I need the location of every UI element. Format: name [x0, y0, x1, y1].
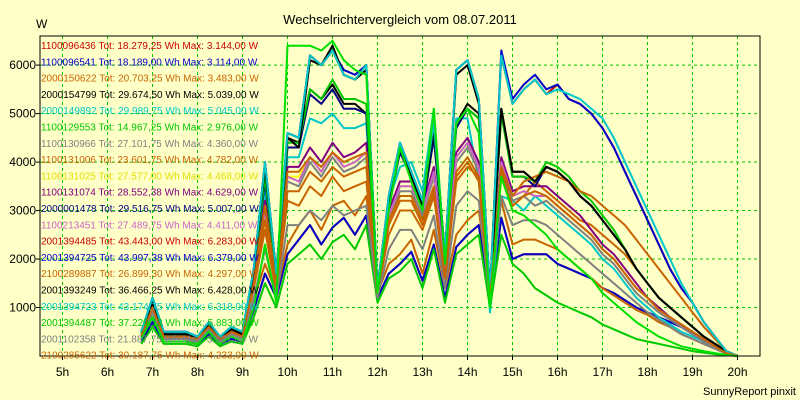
series-line-20 [140, 39, 738, 357]
y-tick-label-2: 3000 [9, 204, 36, 218]
y-tick-label-4: 5000 [9, 107, 36, 121]
x-tick-label-14: 19h [682, 365, 702, 379]
x-tick-label-6: 11h [323, 365, 342, 379]
legend-stats: Tot: 21.887,75 Wh Max: 3.927,00 W [96, 334, 259, 345]
legend-serial: 2000001478 [41, 204, 97, 215]
legend-stats: Tot: 20.703,25 Wh Max: 3.483,00 W [97, 74, 260, 85]
legend-stats: Tot: 37.229,13 Wh Max: 5.883,00 W [97, 318, 260, 329]
legend-serial: 2001394487 [41, 318, 97, 329]
legend-entry-5: 1100129553 Tot: 14.967,25 Wh Max: 2.976,… [41, 123, 259, 134]
legend-serial: 1100131025 [41, 171, 96, 182]
series-line-15 [140, 190, 738, 357]
legend-serial: 2000150622 [41, 74, 97, 85]
legend-entry-15: 2001393249 Tot: 36.466,25 Wh Max: 6.428,… [41, 286, 259, 297]
legend-serial: 1100213451 [41, 220, 96, 231]
x-tick-label-15: 20h [727, 365, 747, 379]
y-tick-label-0: 1000 [9, 301, 36, 315]
legend-serial: 2001393249 [41, 286, 97, 297]
legend-entry-8: 1100131025 Tot: 27.577,00 Wh Max: 4.468,… [41, 171, 259, 182]
legend-serial: 1100096541 [41, 57, 96, 68]
legend-stats: Tot: 43.443,00 Wh Max: 6.283,00 W [97, 237, 260, 248]
series-line-5 [140, 224, 738, 357]
legend-serial: 2000154799 [41, 90, 97, 101]
chart-title: Wechselrichtervergleich vom 08.07.2011 [283, 12, 517, 27]
legend-stats: Tot: 26.899,30 Wh Max: 4.297,00 W [97, 269, 260, 280]
series-line-19 [140, 161, 738, 357]
legend-serial: 2001394723 [41, 302, 97, 313]
y-axis-label: W [36, 17, 48, 31]
legend-stats: Tot: 29.989,75 Wh Max: 5.045,00 W [97, 106, 260, 117]
legend-serial: 2001394725 [41, 253, 97, 264]
legend-stats: Tot: 43.174,75 Wh Max: 6.318,00 W [97, 302, 260, 313]
x-tick-label-3: 8h [191, 365, 204, 379]
legend-entry-2: 2000150622 Tot: 20.703,25 Wh Max: 3.483,… [41, 74, 259, 85]
legend: 1100096436 Tot: 18.279,25 Wh Max: 3.144,… [41, 41, 259, 362]
legend-serial: 1100096436 [41, 41, 96, 52]
series-lines [140, 39, 738, 357]
x-tick-label-2: 7h [146, 365, 159, 379]
legend-stats: Tot: 14.967,25 Wh Max: 2.976,00 W [96, 123, 259, 134]
legend-entry-16: 2001394723 Tot: 43.174,75 Wh Max: 6.318,… [41, 302, 259, 313]
legend-entry-0: 1100096436 Tot: 18.279,25 Wh Max: 3.144,… [41, 41, 259, 52]
legend-stats: Tot: 30.187,75 Wh Max: 4.233,00 W [97, 351, 260, 362]
legend-stats: Tot: 27.577,00 Wh Max: 4.468,00 W [96, 171, 259, 182]
x-tick-label-13: 18h [637, 365, 657, 379]
x-tick-label-12: 17h [592, 365, 612, 379]
legend-stats: Tot: 43.997,38 Wh Max: 6.379,00 W [97, 253, 260, 264]
legend-entry-13: 2001394725 Tot: 43.997,38 Wh Max: 6.379,… [41, 253, 259, 264]
legend-serial: 1100129553 [41, 123, 96, 134]
legend-stats: Tot: 28.552,38 Wh Max: 4.629,00 W [96, 188, 259, 199]
legend-stats: Tot: 23.601,75 Wh Max: 4.782,00 W [96, 155, 259, 166]
legend-entry-12: 2001394485 Tot: 43.443,00 Wh Max: 6.283,… [41, 237, 259, 248]
plot-frame [39, 35, 761, 357]
legend-entry-17: 2001394487 Tot: 37.229,13 Wh Max: 5.883,… [41, 318, 259, 329]
legend-stats: Tot: 29.674,50 Wh Max: 5.039,00 W [97, 90, 260, 101]
legend-serial: 2100289887 [41, 269, 97, 280]
y-tick-labels: 1000 2000 3000 4000 5000 6000 [9, 58, 36, 314]
y-tick-label-1: 2000 [9, 252, 36, 266]
x-tick-label-1: 6h [101, 365, 114, 379]
legend-serial: 1100131074 [41, 188, 96, 199]
x-tick-label-5: 10h [277, 365, 297, 379]
x-tick-label-9: 14h [457, 365, 477, 379]
legend-entry-6: 1100130966 Tot: 27.101,75 Wh Max: 4.360,… [41, 139, 259, 150]
axes [36, 35, 761, 360]
x-tick-label-0: 5h [56, 365, 69, 379]
legend-entry-18: 2001102358 Tot: 21.887,75 Wh Max: 3.927,… [41, 334, 259, 345]
legend-entry-14: 2100289887 Tot: 26.899,30 Wh Max: 4.297,… [41, 269, 259, 280]
legend-serial: 1100131006 [41, 155, 96, 166]
legend-stats: Tot: 18.189,00 Wh Max: 3.114,00 W [96, 57, 258, 68]
y-tick-label-5: 6000 [9, 58, 36, 72]
legend-stats: Tot: 36.466,25 Wh Max: 6.428,00 W [97, 286, 260, 297]
legend-serial: 2100285622 [41, 351, 97, 362]
x-tick-label-4: 9h [236, 365, 249, 379]
x-tick-label-7: 12h [367, 365, 387, 379]
legend-serial: 2000149892 [41, 106, 97, 117]
footer-credit: SunnyReport pinxit [703, 386, 796, 398]
legend-stats: Tot: 29.516,75 Wh Max: 5.007,00 W [97, 204, 260, 215]
x-tick-label-11: 16h [547, 365, 567, 379]
y-tick-label-3: 4000 [9, 155, 36, 169]
legend-serial: 1100130966 [41, 139, 96, 150]
legend-entry-19: 2100285622 Tot: 30.187,75 Wh Max: 4.233,… [41, 351, 259, 362]
legend-entry-10: 2000001478 Tot: 29.516,75 Wh Max: 5.007,… [41, 204, 259, 215]
legend-entry-11: 1100213451 Tot: 27.489,75 Wh Max: 4.411,… [41, 220, 258, 231]
x-tick-label-10: 15h [502, 365, 522, 379]
x-tick-labels: 5h 6h 7h 8h 9h 10h 11h 12h 13h 14h 15h 16h 17h 18h 19h… [56, 365, 748, 379]
legend-entry-1: 1100096541 Tot: 18.189,00 Wh Max: 3.114,… [41, 57, 258, 68]
legend-entry-9: 1100131074 Tot: 28.552,38 Wh Max: 4.629,… [41, 188, 259, 199]
legend-entry-4: 2000149892 Tot: 29.989,75 Wh Max: 5.045,… [41, 106, 259, 117]
legend-entry-3: 2000154799 Tot: 29.674,50 Wh Max: 5.039,… [41, 90, 259, 101]
legend-stats: Tot: 27.101,75 Wh Max: 4.360,00 W [96, 139, 259, 150]
legend-serial: 2001102358 [41, 334, 96, 345]
x-tick-label-8: 13h [412, 365, 432, 379]
legend-serial: 2001394485 [41, 237, 97, 248]
legend-entry-7: 1100131006 Tot: 23.601,75 Wh Max: 4.782,… [41, 155, 259, 166]
legend-stats: Tot: 18.279,25 Wh Max: 3.144,00 W [96, 41, 259, 52]
legend-stats: Tot: 27.489,75 Wh Max: 4.411,00 W [96, 220, 258, 231]
